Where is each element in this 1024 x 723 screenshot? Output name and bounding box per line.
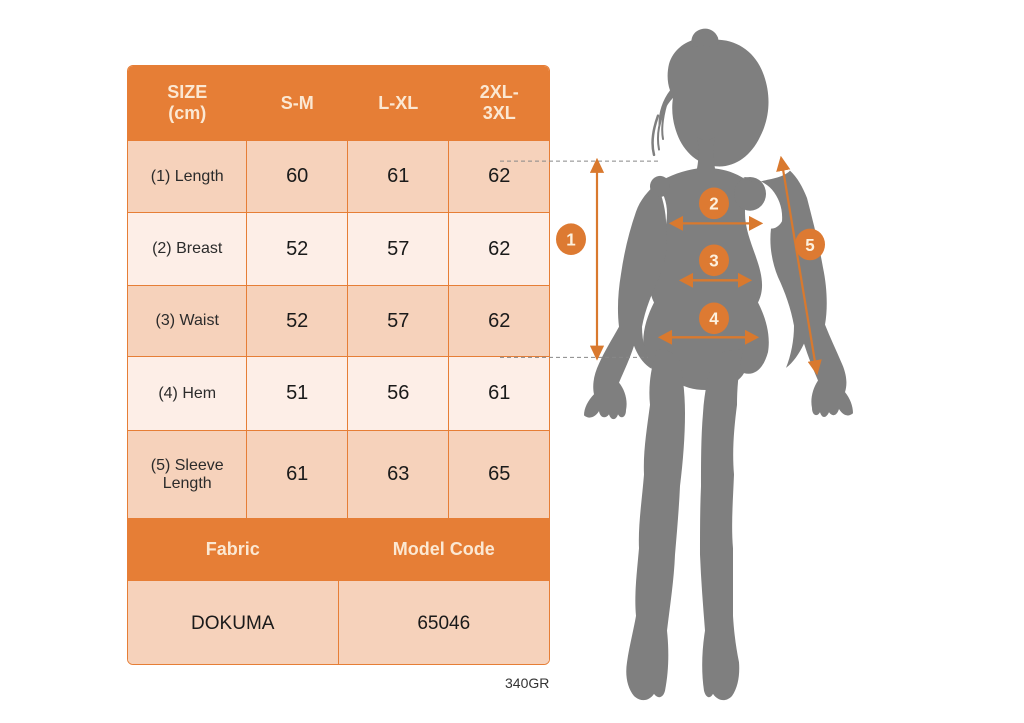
svg-text:4: 4 xyxy=(709,308,719,329)
svg-text:5: 5 xyxy=(805,234,815,255)
svg-text:3: 3 xyxy=(709,250,719,271)
svg-text:2: 2 xyxy=(709,193,719,214)
svg-text:1: 1 xyxy=(566,229,576,250)
